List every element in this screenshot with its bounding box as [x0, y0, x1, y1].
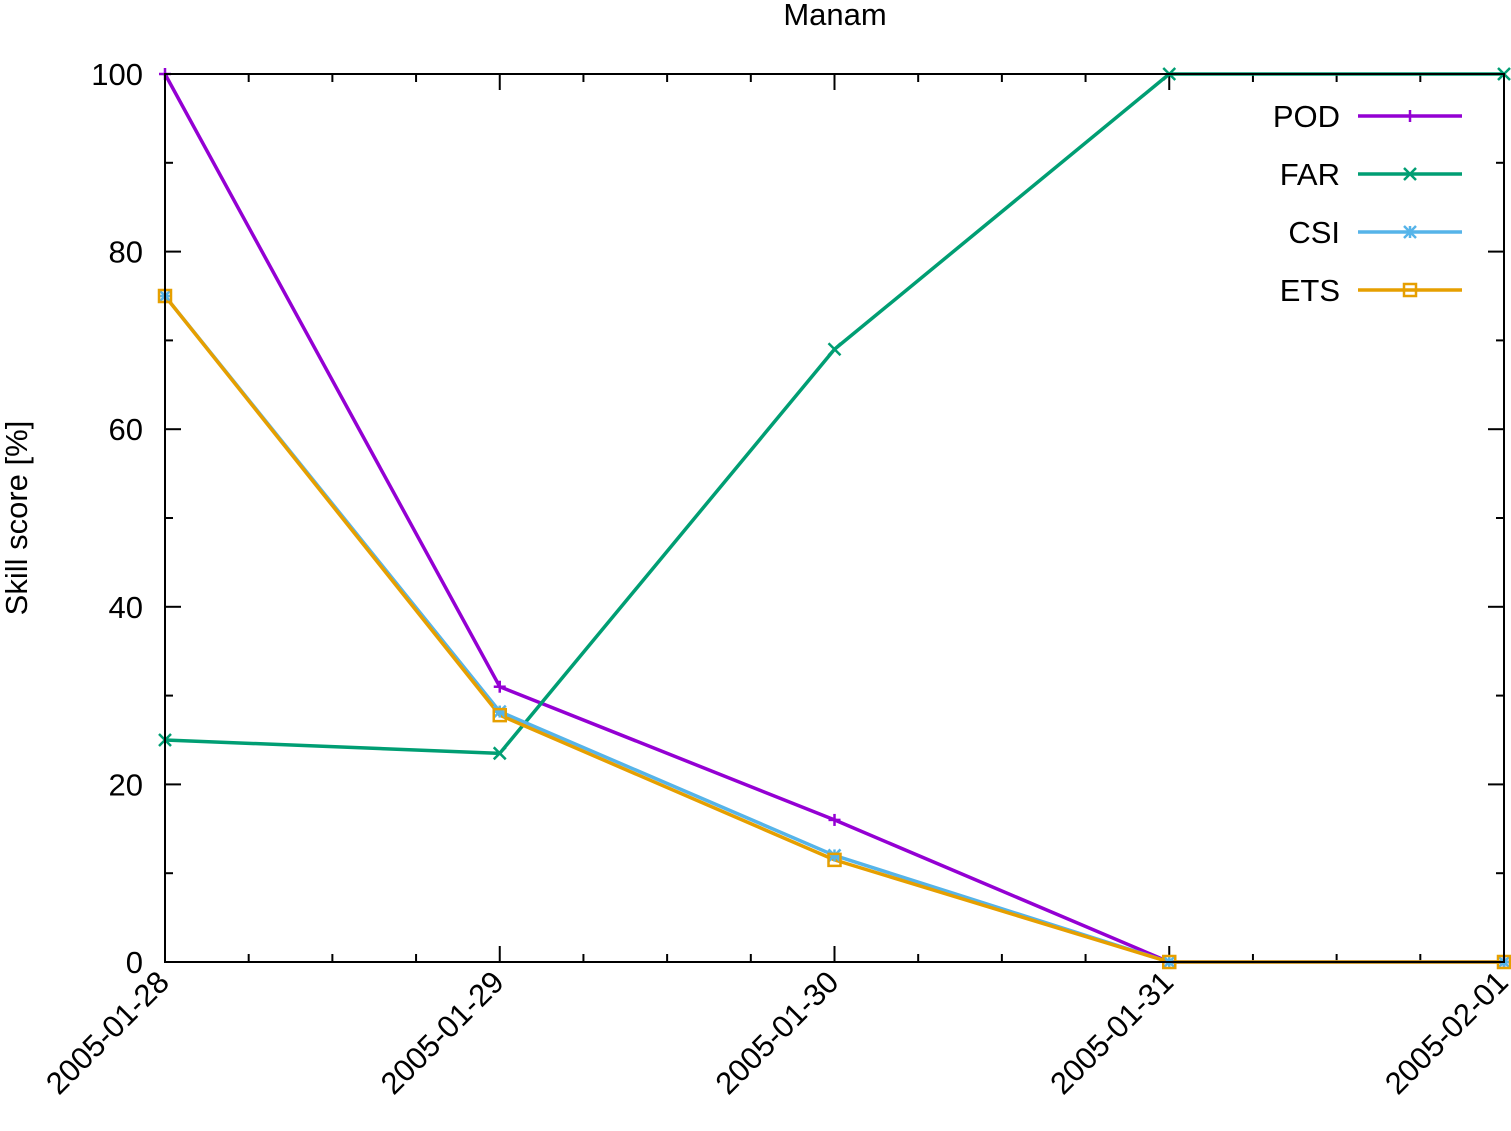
y-tick-label: 80	[109, 235, 143, 270]
legend-label-csi: CSI	[1288, 215, 1340, 250]
axis-ticks: 0 20 40 60 80 100 2005-01-28 2005-01-29 2005-01-…	[39, 57, 1511, 1101]
series-line-csi	[163, 294, 1504, 964]
y-tick-label: 40	[109, 590, 143, 625]
legend-label-pod: POD	[1273, 99, 1340, 134]
plot-frame	[164, 73, 1505, 963]
data-point-csi	[492, 704, 507, 719]
data-point-ets	[492, 707, 507, 723]
y-axis-label: Skill score [%]	[0, 421, 34, 616]
y-tick-label: 20	[109, 767, 143, 802]
series-line-pod	[163, 73, 1504, 964]
data-point-far	[827, 342, 842, 357]
x-tick-label: 2005-01-29	[374, 964, 511, 1101]
data-point-far	[492, 746, 507, 761]
legend: POD FAR CSI ETS	[1273, 99, 1462, 308]
series-lines	[163, 72, 1504, 964]
data-point-pod	[828, 813, 841, 826]
y-tick-label: 100	[91, 57, 143, 92]
legend-marker-pod	[1404, 110, 1416, 122]
data-point-pod	[493, 680, 506, 693]
x-tick-label: 2005-01-31	[1043, 964, 1180, 1101]
series-markers	[157, 67, 1511, 970]
legend-marker-far	[1403, 167, 1417, 181]
data-point-ets	[827, 852, 842, 868]
legend-marker-csi	[1403, 225, 1417, 239]
legend-label-ets: ETS	[1280, 273, 1340, 308]
data-point-csi	[827, 848, 842, 863]
chart-title: Manam	[783, 0, 886, 32]
legend-label-far: FAR	[1280, 157, 1340, 192]
x-tick-label: 2005-01-30	[709, 964, 846, 1101]
y-tick-label: 0	[126, 945, 143, 980]
series-line-ets	[163, 294, 1504, 964]
legend-marker-ets	[1402, 282, 1418, 298]
x-tick-label: 2005-02-01	[1378, 964, 1511, 1101]
x-tick-label: 2005-01-28	[39, 964, 176, 1101]
y-tick-label: 60	[109, 412, 143, 447]
